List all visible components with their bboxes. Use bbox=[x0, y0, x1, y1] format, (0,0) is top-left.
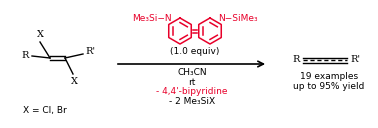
Text: X: X bbox=[71, 77, 77, 86]
Text: R': R' bbox=[350, 56, 360, 65]
Text: R: R bbox=[22, 51, 29, 60]
Text: X = Cl, Br: X = Cl, Br bbox=[23, 106, 67, 115]
Text: 19 examples: 19 examples bbox=[300, 72, 358, 81]
Text: - 4,4'-bipyridine: - 4,4'-bipyridine bbox=[156, 87, 228, 96]
Text: N−SiMe₃: N−SiMe₃ bbox=[218, 14, 258, 23]
Text: R: R bbox=[293, 56, 300, 65]
Text: X: X bbox=[37, 30, 43, 39]
Text: up to 95% yield: up to 95% yield bbox=[293, 82, 365, 91]
Text: R': R' bbox=[85, 47, 95, 56]
Text: (1.0 equiv): (1.0 equiv) bbox=[170, 47, 220, 56]
Text: rt: rt bbox=[188, 78, 196, 87]
Text: CH₃CN: CH₃CN bbox=[177, 68, 207, 77]
Text: Me₃Si−N: Me₃Si−N bbox=[132, 14, 172, 23]
Text: - 2 Me₃SiX: - 2 Me₃SiX bbox=[169, 97, 215, 106]
